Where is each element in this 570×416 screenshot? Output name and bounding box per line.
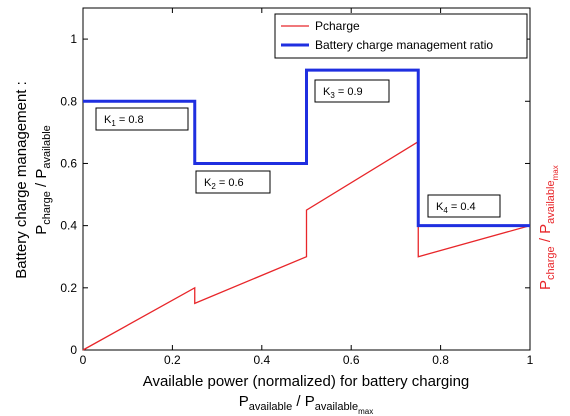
y-axis-label-2: Pcharge / Pavailable <box>33 125 53 235</box>
y-tick-label: 0.4 <box>60 219 77 233</box>
annotation: K1 = 0.8 <box>104 114 144 128</box>
legend-label: Battery charge management ratio <box>315 38 493 52</box>
x-axis-label-2: Pavailable / Pavailablemax <box>239 393 374 416</box>
annotation-base: K <box>436 201 444 213</box>
x-tick-label: 0.4 <box>253 353 270 367</box>
x-axis-label: Available power (normalized) for battery… <box>143 373 470 390</box>
series-line <box>82 140 531 351</box>
annotation-text: = 0.9 <box>335 86 363 98</box>
annotation-sub: 3 <box>330 91 335 100</box>
plot-frame <box>82 7 531 351</box>
annotation-text: = 0.4 <box>448 201 476 213</box>
x-tick-label: 0.8 <box>432 353 449 367</box>
legend-label: Pcharge <box>315 19 360 33</box>
x-tick-label: 0.2 <box>164 353 181 367</box>
annotation-box <box>195 170 271 194</box>
annotation: K3 = 0.9 <box>323 86 363 100</box>
y-tick-label: 0.6 <box>60 156 77 170</box>
annotation-text: = 0.6 <box>216 177 244 189</box>
legend-box <box>274 13 528 59</box>
y-axis-label: Battery charge management : <box>13 81 30 279</box>
series-line <box>83 68 530 228</box>
y-tick-label: 0 <box>70 343 77 357</box>
y2-axis-label: Pcharge / Pavailablemax <box>537 165 560 290</box>
annotation-text: = 0.8 <box>116 114 144 126</box>
annotation-base: K <box>204 177 212 189</box>
annotation-sub: 2 <box>211 182 216 191</box>
y-tick-label: 0.8 <box>60 94 77 108</box>
annotation-box <box>95 107 189 131</box>
annotation-base: K <box>104 114 112 126</box>
annotation-box <box>314 79 390 103</box>
x-tick-label: 0.6 <box>343 353 360 367</box>
annotation-sub: 1 <box>111 119 116 128</box>
annotation: K2 = 0.6 <box>204 177 244 191</box>
x-tick-label: 1 <box>527 353 534 367</box>
annotation-sub: 4 <box>443 206 448 215</box>
y-tick-label: 0.2 <box>60 281 77 295</box>
annotation-base: K <box>323 86 331 98</box>
x-tick-label: 0 <box>80 353 87 367</box>
annotation-box <box>427 194 501 218</box>
annotation: K4 = 0.4 <box>436 201 476 215</box>
y-tick-label: 1 <box>70 32 77 46</box>
